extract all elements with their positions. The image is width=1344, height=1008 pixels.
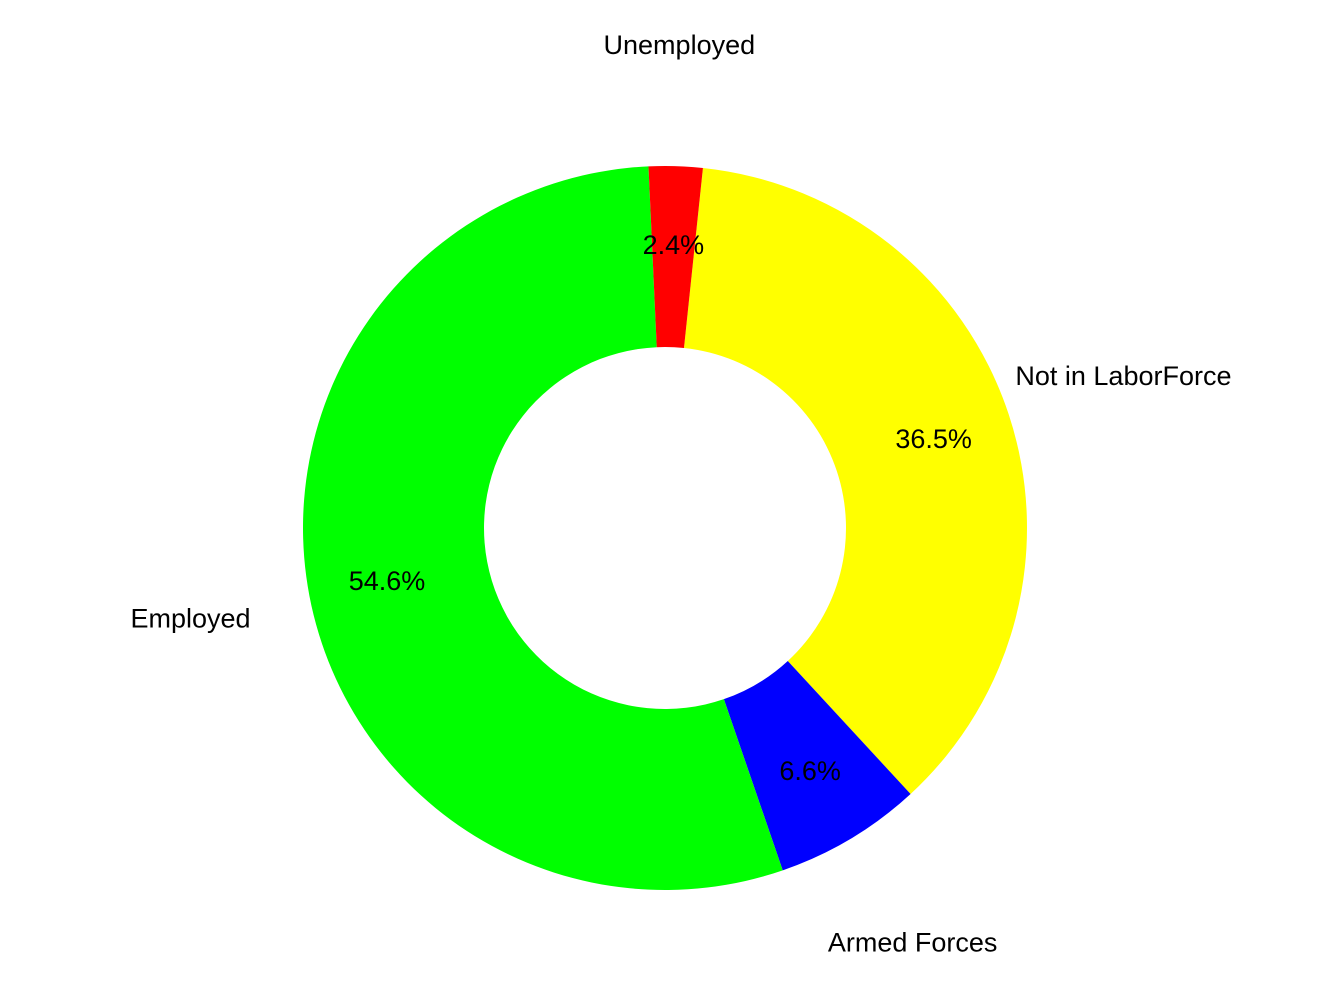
category-label-unemployed: Unemployed <box>604 30 756 60</box>
slice-employed <box>303 166 783 890</box>
category-label-not-in-laborforce: Not in LaborForce <box>1015 361 1231 391</box>
slice-unemployed <box>648 166 703 348</box>
slice-not-in-laborforce <box>683 167 1027 794</box>
percent-label-employed: 54.6% <box>349 566 426 596</box>
percent-labels-group: 36.5% 6.6% 54.6% 2.4% <box>349 230 972 786</box>
category-label-employed: Employed <box>131 603 251 633</box>
slices-group <box>303 166 1027 890</box>
percent-label-not-in-laborforce: 36.5% <box>895 424 972 454</box>
category-labels-group: Not in LaborForce Armed Forces Employed Une… <box>131 30 1232 957</box>
percent-label-armed-forces: 6.6% <box>779 756 841 786</box>
slice-armed-forces <box>723 660 911 871</box>
percent-label-unemployed: 2.4% <box>643 230 705 260</box>
category-label-armed-forces: Armed Forces <box>828 928 998 958</box>
